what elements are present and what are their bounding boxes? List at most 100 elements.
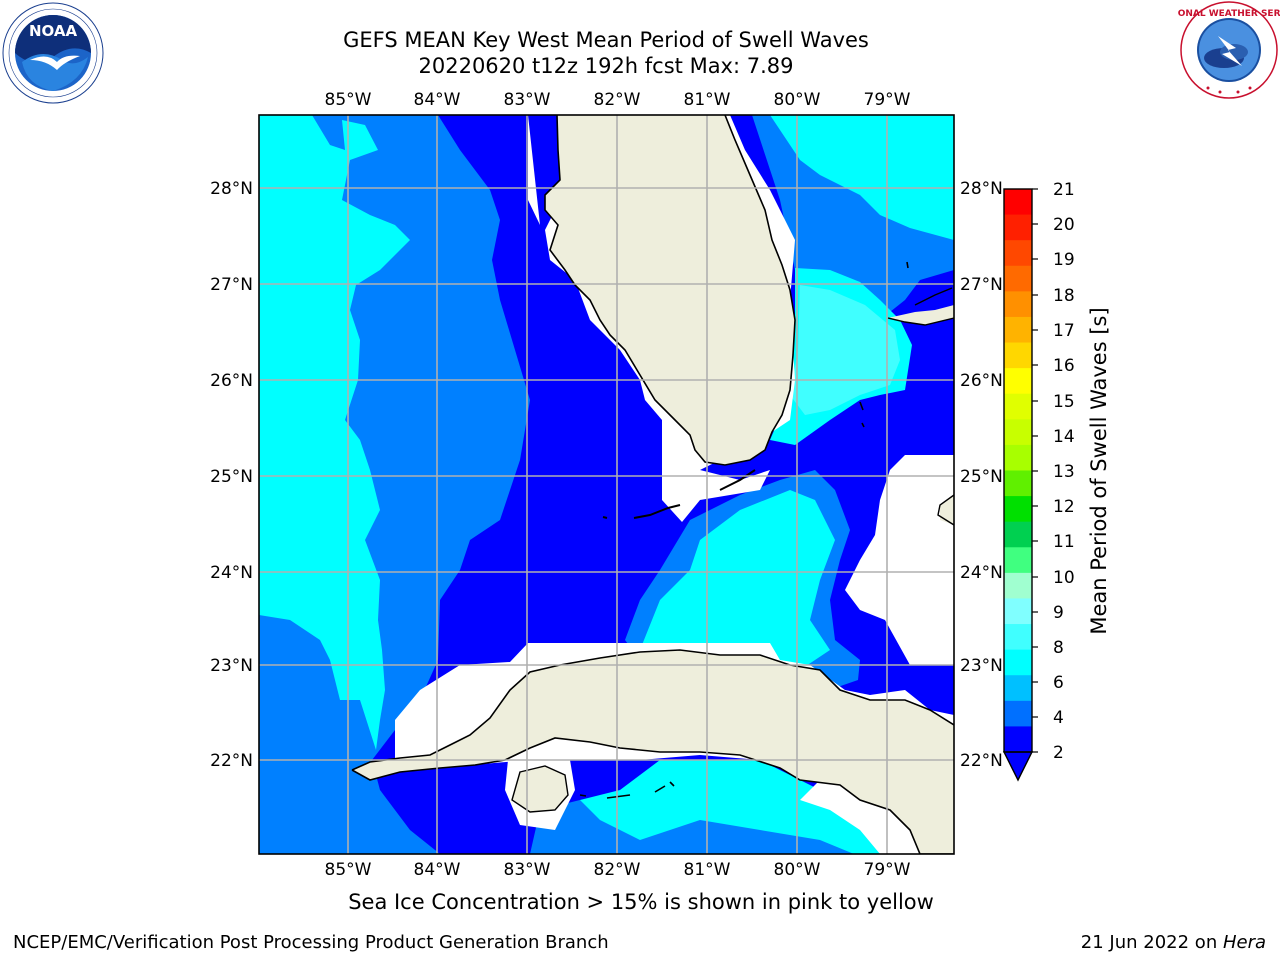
colorbar-segment <box>1004 624 1032 651</box>
band-6-8-south-cuba <box>560 760 880 854</box>
colorbar-tick-label: 16 <box>1053 356 1075 376</box>
lat-label-right: 23°N <box>960 656 1003 676</box>
colorbar-segment <box>1004 547 1032 574</box>
colorbar-tick-label: 18 <box>1053 286 1075 306</box>
colorbar-tick-label: 4 <box>1053 708 1064 728</box>
lat-label-right: 22°N <box>960 751 1003 771</box>
chart-title: GEFS MEAN Key West Mean Period of Swell … <box>343 28 869 52</box>
colorbar-tick-label: 17 <box>1053 321 1075 341</box>
colorbar-tick-label: 2 <box>1053 743 1064 763</box>
lon-label-top: 82°W <box>594 90 641 110</box>
coast-florida <box>544 115 796 466</box>
colorbar-tick-label: 9 <box>1053 603 1064 623</box>
lat-label-left: 23°N <box>210 656 253 676</box>
colorbar: 21 20 19 18 17 16 15 14 13 12 11 10 9 8 6 4 2 <box>1002 180 1075 782</box>
land-florida <box>545 115 795 465</box>
colorbar-segment <box>1004 189 1032 216</box>
colorbar-segment <box>1004 316 1032 344</box>
lon-label-top: 81°W <box>684 90 731 110</box>
lon-label-bottom: 85°W <box>325 860 372 880</box>
lon-label-top: 84°W <box>414 90 461 110</box>
nws-logo-text: NATIONAL WEATHER SERVICE <box>1178 9 1280 19</box>
colorbar-tick-label: 13 <box>1053 462 1075 482</box>
coast-isle-of-youth <box>511 765 569 813</box>
coast-grand-bahama <box>887 287 954 326</box>
colorbar-segment <box>1004 470 1032 497</box>
colorbar-extend-arrow <box>1002 751 1034 782</box>
lat-label-left: 27°N <box>210 275 253 295</box>
colorbar-tick-label: 8 <box>1053 638 1064 658</box>
colorbar-segment <box>1004 265 1032 292</box>
footer-date-text: 21 Jun 2022 on <box>1080 932 1223 953</box>
colorbar-segment <box>1004 649 1032 676</box>
map-frame <box>258 114 955 855</box>
gridlines <box>259 115 954 854</box>
lon-label-bottom: 82°W <box>594 860 641 880</box>
colorbar-segment <box>1004 444 1032 471</box>
colorbar-tick-label: 21 <box>1053 180 1075 200</box>
lon-label-top: 83°W <box>504 90 551 110</box>
colorbar-segment <box>1004 572 1032 599</box>
footer-date: 21 Jun 2022 on Hera <box>1081 932 1266 953</box>
lat-label-left: 22°N <box>210 751 253 771</box>
colorbar-segment <box>1004 291 1032 318</box>
band-8-9-east <box>790 285 900 415</box>
lat-label-left: 24°N <box>210 563 253 583</box>
coast-bimini <box>859 261 909 428</box>
nws-logo: NATIONAL WEATHER SERVICE <box>1178 1 1280 99</box>
colorbar-tick-label: 10 <box>1053 568 1075 588</box>
lon-label-top: 85°W <box>325 90 372 110</box>
colorbar-segment <box>1004 726 1032 753</box>
colorbar-segment <box>1004 675 1032 702</box>
lon-label-top: 80°W <box>774 90 821 110</box>
coast-keys <box>602 469 756 519</box>
noaa-logo: NOAA <box>2 2 104 104</box>
band-6-8-west <box>259 115 410 750</box>
nodata-bahamas <box>845 455 954 665</box>
nodata-keys <box>662 470 770 522</box>
colorbar-tick-label: 20 <box>1053 215 1075 235</box>
colorbar-segment <box>1004 240 1032 267</box>
colorbar-segment <box>1004 496 1032 523</box>
chart-subtitle-forecast: 20220620 t12z 192h fcst Max: 7.89 <box>418 54 794 78</box>
lon-label-bottom: 79°W <box>864 860 911 880</box>
sea-ice-note: Sea Ice Concentration > 15% is shown in … <box>348 890 934 914</box>
lon-label-bottom: 84°W <box>414 860 461 880</box>
colorbar-segment <box>1004 393 1032 420</box>
noaa-logo-text: NOAA <box>29 22 78 40</box>
lat-label-right: 26°N <box>960 371 1003 391</box>
land-isle-of-youth <box>512 766 568 812</box>
colorbar-segment <box>1004 419 1032 446</box>
band-6-8-straits <box>640 490 835 670</box>
coast-cays-south <box>579 781 675 799</box>
footer-branch: NCEP/EMC/Verification Post Processing Pr… <box>13 932 609 953</box>
band-4-6-south-cuba <box>530 800 854 854</box>
lat-label-left: 28°N <box>210 179 253 199</box>
footer-host: Hera <box>1222 932 1266 953</box>
land-grand-bahama <box>888 305 954 325</box>
colorbar-segment <box>1004 598 1032 625</box>
colorbar-segment <box>1004 521 1032 548</box>
colorbar-segment <box>1004 342 1032 369</box>
colorbar-segment <box>1004 700 1032 727</box>
colorbar-tick-label: 11 <box>1053 532 1075 552</box>
lat-label-left: 25°N <box>210 467 253 487</box>
lon-label-bottom: 83°W <box>504 860 551 880</box>
band-6-8-northeast <box>770 115 954 240</box>
lat-label-right: 28°N <box>960 179 1003 199</box>
lon-label-bottom: 81°W <box>684 860 731 880</box>
lon-label-bottom: 80°W <box>774 860 821 880</box>
coast-andros <box>937 494 954 526</box>
colorbar-tick-label: 19 <box>1053 250 1075 270</box>
lat-label-left: 26°N <box>210 371 253 391</box>
colorbar-tick-label: 6 <box>1053 673 1064 693</box>
lat-label-right: 25°N <box>960 467 1003 487</box>
lat-label-right: 24°N <box>960 563 1003 583</box>
colorbar-tick-label: 12 <box>1053 497 1075 517</box>
colorbar-label: Mean Period of Swell Waves [s] <box>1087 307 1111 634</box>
lon-label-top: 79°W <box>864 90 911 110</box>
colorbar-tick-label: 14 <box>1053 427 1075 447</box>
colorbar-segment <box>1004 214 1032 241</box>
lat-label-right: 27°N <box>960 275 1003 295</box>
